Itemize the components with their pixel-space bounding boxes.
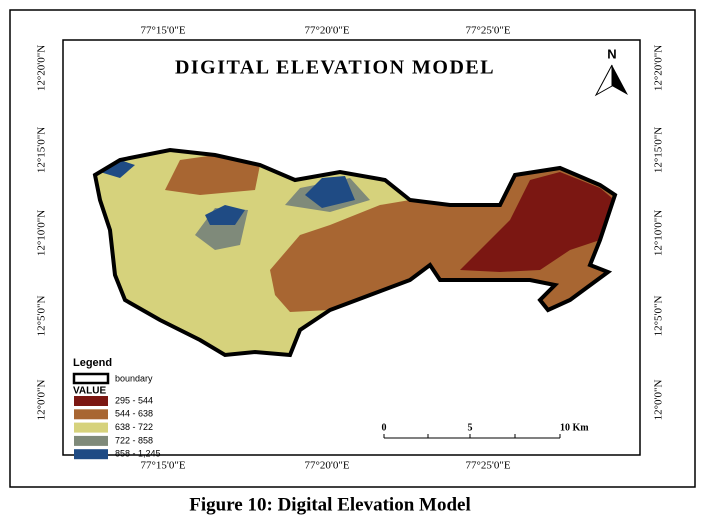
legend-label: 544 - 638 bbox=[115, 409, 153, 419]
longitude-label: 77°25'0"E bbox=[465, 25, 510, 37]
latitude-label: 12°15'0"N bbox=[653, 127, 665, 173]
boundary-label: boundary bbox=[115, 373, 153, 383]
legend-title: Legend bbox=[73, 357, 112, 369]
legend-swatch bbox=[74, 422, 108, 433]
elevation-zone bbox=[165, 155, 260, 195]
scale-label: 0 bbox=[382, 422, 387, 433]
arrow-right bbox=[612, 65, 628, 95]
caption: Figure 10: Digital Elevation Model bbox=[189, 494, 470, 515]
scale-bar bbox=[383, 434, 561, 439]
longitude-label: 77°20'0"E bbox=[304, 25, 349, 37]
legend-swatch bbox=[74, 396, 108, 406]
boundary-line bbox=[92, 147, 618, 358]
boundary-swatch bbox=[72, 372, 110, 385]
legend-label: 722 - 858 bbox=[115, 435, 153, 445]
legend: Legend boundary VALUE 295 - 544 544 - 638… bbox=[72, 357, 161, 460]
value-title: VALUE bbox=[73, 386, 106, 397]
map-title: DIGITAL ELEVATION MODEL bbox=[175, 57, 495, 79]
latitude-label: 12°5'0"N bbox=[653, 296, 665, 337]
elevation-zone bbox=[305, 176, 355, 208]
longitude-label: 77°25'0"E bbox=[465, 460, 510, 472]
legend-label: 638 - 722 bbox=[115, 422, 153, 432]
elevation-zone bbox=[100, 160, 135, 178]
longitude-label: 77°15'0"E bbox=[140, 25, 185, 37]
legend-label: 858 - 1,245 bbox=[115, 449, 161, 459]
map-area bbox=[92, 147, 618, 358]
longitude-label: 77°15'0"E bbox=[140, 460, 185, 472]
legend-swatch bbox=[74, 449, 108, 460]
latitude-label: 12°0'0"N bbox=[36, 380, 48, 421]
latitude-label: 12°10'0"N bbox=[36, 210, 48, 256]
elevation-zone bbox=[205, 205, 245, 225]
latitude-label: 12°10'0"N bbox=[653, 210, 665, 256]
latitude-label: 12°15'0"N bbox=[36, 127, 48, 173]
latitude-label: 12°20'0"N bbox=[36, 45, 48, 91]
legend-swatch bbox=[74, 435, 108, 446]
scale-label: 10 Km bbox=[560, 422, 589, 433]
north-label: N bbox=[607, 46, 616, 61]
latitude-label: 12°0'0"N bbox=[653, 380, 665, 421]
north-arrow: N bbox=[594, 46, 628, 97]
scale-label: 5 bbox=[468, 422, 473, 433]
longitude-label: 77°20'0"E bbox=[304, 460, 349, 472]
latitude-label: 12°20'0"N bbox=[653, 45, 665, 91]
latitude-label: 12°5'0"N bbox=[36, 296, 48, 337]
legend-swatch bbox=[74, 409, 108, 420]
legend-label: 295 - 544 bbox=[115, 395, 153, 405]
elevation-zone bbox=[460, 172, 612, 272]
